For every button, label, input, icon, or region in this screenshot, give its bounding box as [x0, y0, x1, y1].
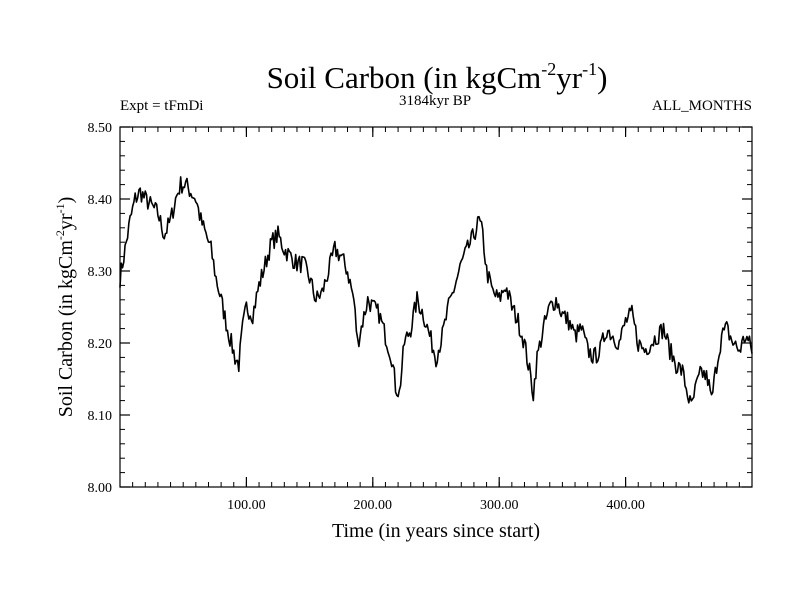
chart-title-main: Soil Carbon (in kgCm	[267, 60, 542, 95]
y-axis-label: Soil Carbon (in kgCm-2yr-1)	[53, 197, 77, 418]
y-tick-label: 8.40	[88, 193, 113, 208]
y-axis-label-end: )	[55, 197, 77, 204]
period-label: 3184kyr BP	[399, 93, 471, 109]
y-tick-label: 8.30	[88, 265, 113, 280]
plot-frame	[119, 126, 753, 488]
x-tick-label: 200.00	[354, 498, 393, 513]
months-label: ALL_MONTHS	[652, 98, 752, 114]
chart-title-sup1: -2	[541, 59, 556, 79]
y-tick-label: 8.10	[88, 409, 113, 424]
chart-title-sup2: -1	[582, 59, 597, 79]
series-layer	[119, 176, 753, 404]
y-tick-label: 8.20	[88, 337, 113, 352]
y-tick-label: 8.00	[88, 481, 113, 496]
y-axis-label-mid: yr	[55, 213, 77, 230]
y-axis-label-sup2: -1	[53, 203, 67, 213]
chart-title-end: )	[597, 60, 607, 95]
y-axis-label-main: Soil Carbon (in kgCm	[55, 240, 77, 418]
experiment-label: Expt = tFmDi	[120, 98, 203, 114]
axis-ticks: 100.00 200.00 300.00 400.00 8.00 8.10 8.20 8.30…	[88, 121, 752, 513]
chart-title-mid: yr	[556, 60, 583, 95]
series-line	[119, 176, 753, 404]
x-tick-label: 400.00	[606, 498, 645, 513]
y-tick-label: 8.50	[88, 121, 113, 136]
x-tick-label: 100.00	[227, 498, 266, 513]
x-axis-label: Time (in years since start)	[332, 520, 540, 542]
y-axis-label-sup1: -2	[53, 230, 67, 240]
chart-title: Soil Carbon (in kgCm-2yr-1)	[267, 59, 608, 95]
x-tick-label: 300.00	[480, 498, 519, 513]
